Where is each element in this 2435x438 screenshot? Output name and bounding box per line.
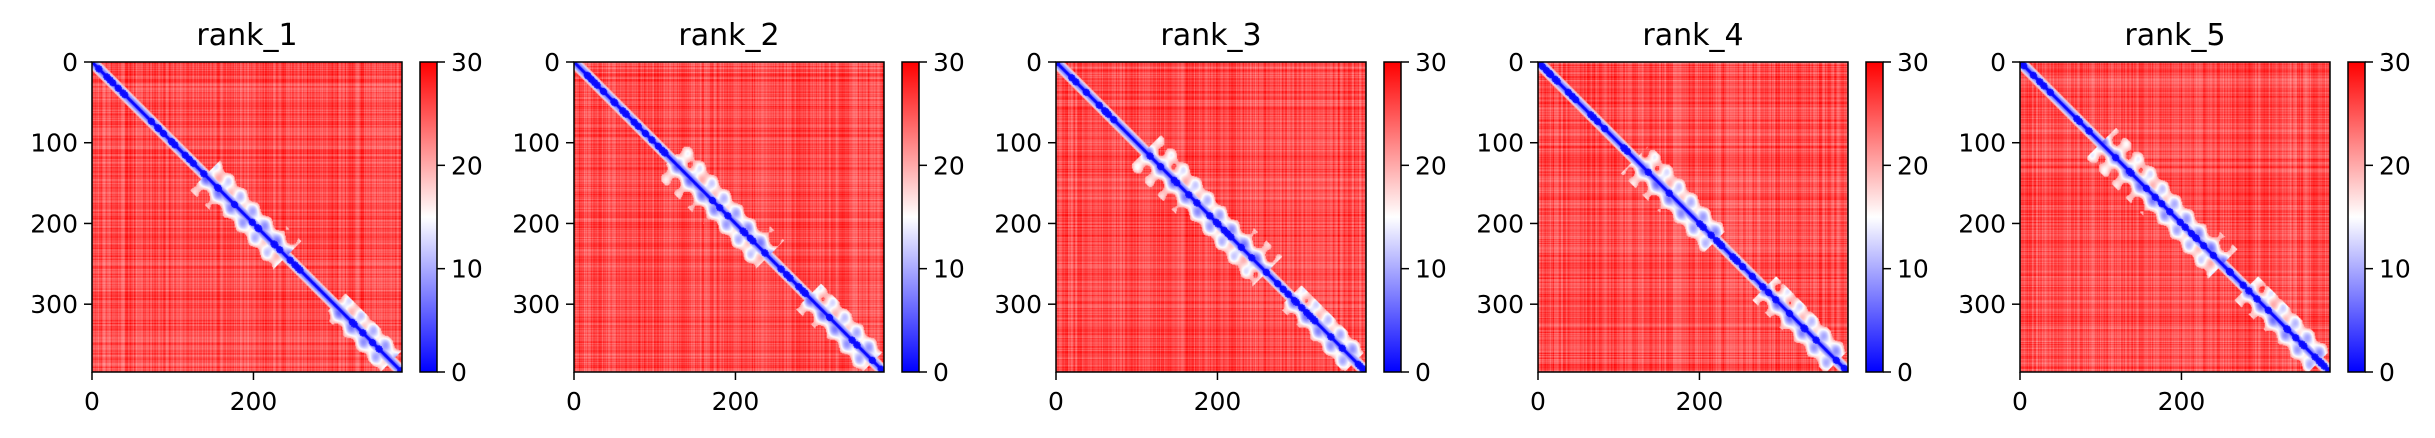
y-tick-label: 300 xyxy=(1958,290,2006,319)
y-tick-label: 100 xyxy=(1476,129,1524,158)
heatmap-image xyxy=(574,62,884,372)
panel-axes: rank_2 0 100 200 300 0 200 0 10 20 30 xyxy=(512,18,965,416)
colorbar xyxy=(901,61,920,373)
panel-title: rank_3 xyxy=(1160,18,1261,53)
heatmap-panel-4: rank_4 0 100 200 300 0 200 0 10 20 30 xyxy=(1446,0,1929,438)
panel-axes: rank_1 0 100 200 300 0 200 0 10 20 30 xyxy=(30,18,483,416)
colorbar-tick-label: 20 xyxy=(2379,151,2411,180)
colorbar-tick-label: 0 xyxy=(1897,358,1913,387)
colorbar-tick-label: 30 xyxy=(1897,48,1929,77)
x-tick-label: 0 xyxy=(2012,387,2028,416)
x-tick-label: 200 xyxy=(230,387,278,416)
y-tick-label: 300 xyxy=(512,290,560,319)
x-tick-label: 0 xyxy=(566,387,582,416)
colorbar-tick-label: 10 xyxy=(1415,255,1447,284)
colorbar-tick-label: 0 xyxy=(1415,358,1431,387)
colorbar-tick-label: 0 xyxy=(2379,358,2395,387)
y-tick-label: 200 xyxy=(1958,209,2006,238)
colorbar-tick-label: 20 xyxy=(1897,151,1929,180)
y-tick-label: 300 xyxy=(1476,290,1524,319)
y-tick-label: 0 xyxy=(1508,48,1524,77)
panel-title: rank_1 xyxy=(196,18,297,53)
panel-title: rank_5 xyxy=(2124,18,2225,53)
colorbar xyxy=(1865,61,1884,373)
colorbar-tick-label: 20 xyxy=(1415,151,1447,180)
colorbar-tick-label: 20 xyxy=(933,151,965,180)
heatmap-panel-1: rank_1 0 100 200 300 0 200 0 10 20 30 xyxy=(0,0,483,438)
panel-axes: rank_3 0 100 200 300 0 200 0 10 20 30 xyxy=(994,18,1447,416)
y-tick-label: 200 xyxy=(30,209,78,238)
x-tick-label: 200 xyxy=(1194,387,1242,416)
y-tick-label: 200 xyxy=(994,209,1042,238)
x-tick-label: 0 xyxy=(1530,387,1546,416)
colorbar xyxy=(1383,61,1402,373)
panel-axes: rank_4 0 100 200 300 0 200 0 10 20 30 xyxy=(1476,18,1929,416)
y-tick-label: 0 xyxy=(1026,48,1042,77)
heatmap-image xyxy=(1538,62,1848,372)
colorbar-tick-label: 30 xyxy=(1415,48,1447,77)
colorbar xyxy=(419,61,438,373)
heatmap-frame xyxy=(1055,61,1367,373)
heatmap-image xyxy=(2020,62,2330,372)
heatmap-image xyxy=(1056,62,1366,372)
heatmap-panel-5: rank_5 0 100 200 300 0 200 0 10 20 30 xyxy=(1928,0,2411,438)
heatmap-panel-3: rank_3 0 100 200 300 0 200 0 10 20 30 xyxy=(964,0,1447,438)
x-tick-label: 0 xyxy=(84,387,100,416)
heatmap-frame xyxy=(1537,61,1849,373)
x-tick-label: 200 xyxy=(712,387,760,416)
panel-axes: rank_5 0 100 200 300 0 200 0 10 20 30 xyxy=(1958,18,2411,416)
colorbar-tick-label: 10 xyxy=(2379,255,2411,284)
y-tick-label: 200 xyxy=(512,209,560,238)
colorbar-tick-label: 30 xyxy=(451,48,483,77)
panel-title: rank_4 xyxy=(1642,18,1743,53)
heatmap-frame xyxy=(2019,61,2331,373)
colorbar-tick-label: 10 xyxy=(451,255,483,284)
y-tick-label: 100 xyxy=(512,129,560,158)
x-tick-label: 200 xyxy=(1676,387,1724,416)
colorbar xyxy=(2347,61,2366,373)
y-tick-label: 0 xyxy=(62,48,78,77)
y-tick-label: 300 xyxy=(994,290,1042,319)
y-tick-label: 100 xyxy=(994,129,1042,158)
x-tick-label: 200 xyxy=(2158,387,2206,416)
panel-title: rank_2 xyxy=(678,18,779,53)
colorbar-tick-label: 0 xyxy=(451,358,467,387)
y-tick-label: 300 xyxy=(30,290,78,319)
colorbar-tick-label: 10 xyxy=(933,255,965,284)
heatmap-panel-2: rank_2 0 100 200 300 0 200 0 10 20 30 xyxy=(482,0,965,438)
colorbar-tick-label: 30 xyxy=(2379,48,2411,77)
y-tick-label: 100 xyxy=(1958,129,2006,158)
colorbar-tick-label: 10 xyxy=(1897,255,1929,284)
heatmap-frame xyxy=(91,61,403,373)
y-tick-label: 200 xyxy=(1476,209,1524,238)
heatmap-image xyxy=(92,62,402,372)
colorbar-tick-label: 30 xyxy=(933,48,965,77)
y-tick-label: 0 xyxy=(544,48,560,77)
colorbar-tick-label: 20 xyxy=(451,151,483,180)
y-tick-label: 100 xyxy=(30,129,78,158)
heatmap-frame xyxy=(573,61,885,373)
y-tick-label: 0 xyxy=(1990,48,2006,77)
x-tick-label: 0 xyxy=(1048,387,1064,416)
colorbar-tick-label: 0 xyxy=(933,358,949,387)
